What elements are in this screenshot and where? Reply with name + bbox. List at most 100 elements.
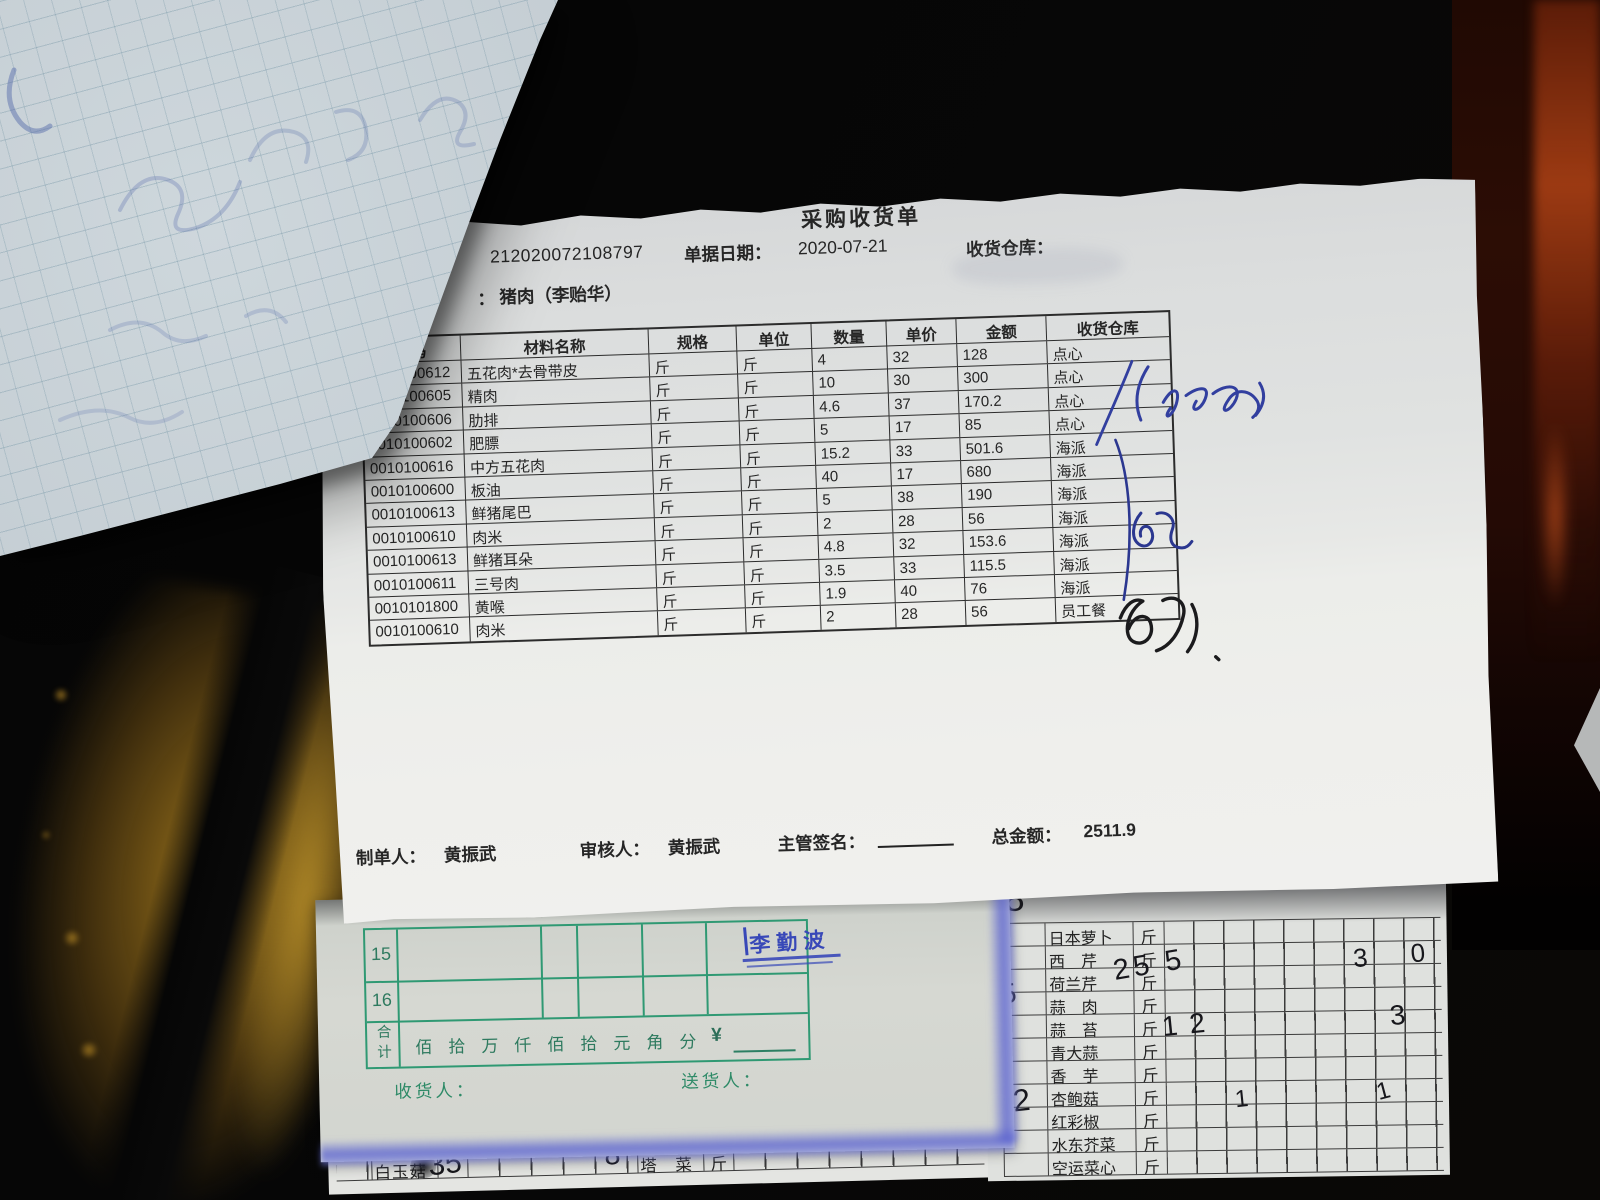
- item-name: 蒜 苔: [1046, 1014, 1136, 1040]
- auditor-label: 审核人：: [579, 838, 651, 861]
- cell-qty: 3.5: [819, 557, 895, 582]
- cell-unit: 斤: [745, 583, 821, 608]
- item-unit: 斤: [1136, 1128, 1168, 1154]
- currency-symbol: ¥: [711, 1024, 723, 1047]
- cell-price: 38: [892, 484, 963, 509]
- grid-cells: [1167, 1124, 1444, 1151]
- cell-price: 32: [893, 531, 964, 556]
- cell-spec: 斤: [653, 468, 742, 493]
- deliverer-label: 送货人：: [681, 1069, 764, 1092]
- item-unit: 斤: [1135, 1082, 1168, 1108]
- amount-unit: 拾: [580, 1034, 598, 1054]
- amount-unit: 佰: [547, 1035, 565, 1055]
- receipt-title: 采购收货单: [800, 205, 922, 233]
- cell-code: 0010100610: [370, 618, 471, 645]
- cell-price: 17: [890, 414, 961, 439]
- item-name: 香 芋: [1047, 1060, 1136, 1086]
- amount-unit: 元: [613, 1033, 631, 1054]
- amount-unit: 拾: [448, 1037, 466, 1057]
- cell-price: 28: [896, 601, 967, 627]
- item-unit: 斤: [1136, 1105, 1168, 1131]
- cell-qty: 40: [816, 463, 892, 488]
- item-name: 日本萝卜: [1045, 922, 1134, 948]
- cell-spec: 斤: [651, 398, 740, 423]
- cell-price: 37: [889, 391, 960, 416]
- grid-cells: [1167, 1101, 1444, 1128]
- grid-cells: [1167, 1147, 1444, 1174]
- handwritten-qty: 12: [1160, 1005, 1219, 1043]
- cell-unit: 斤: [739, 396, 815, 421]
- shelf-red-streak: [1540, 420, 1570, 610]
- maker-label: 制单人：: [355, 846, 427, 869]
- cell-unit: 斤: [737, 349, 813, 374]
- cell-unit: 斤: [741, 466, 817, 491]
- grid-paper-sheet: [0, 0, 558, 556]
- maker-name: 黄振武: [443, 843, 497, 866]
- date-value: 2020-07-21: [797, 235, 888, 259]
- receiver-label: 收货人：: [394, 1079, 477, 1102]
- header-price: 单价: [886, 319, 957, 345]
- item-unit: 斤: [1133, 921, 1165, 947]
- gold-speck: [62, 930, 82, 946]
- gold-speck: [52, 688, 70, 702]
- cell-spec: 斤: [655, 515, 744, 540]
- item-unit: 斤: [1134, 990, 1166, 1016]
- signature-blue-middle: [1133, 511, 1192, 549]
- gold-speck: [78, 1042, 100, 1058]
- cell-qty: 5: [817, 487, 893, 512]
- total-value: 2511.9: [1083, 819, 1137, 842]
- date-label: 单据日期：: [683, 242, 772, 266]
- cell-qty: 5: [815, 417, 891, 442]
- cell-unit: 斤: [738, 372, 814, 397]
- cell-unit: 斤: [746, 606, 822, 632]
- handwritten-qty: 1: [1233, 1085, 1250, 1114]
- cell-unit: 斤: [743, 513, 819, 538]
- amount-blank-line: [733, 1049, 796, 1053]
- signature-black-bottom: [1120, 597, 1219, 663]
- receipt-footer: 制单人： 黄振武 审核人： 黄振武 主管签名： 总金额： 2511.9: [332, 808, 1496, 847]
- table-line: [704, 923, 709, 1015]
- cell-spec: 斤: [656, 538, 745, 563]
- pen-check-slash: [1094, 361, 1135, 444]
- cell-price: 32: [887, 344, 958, 369]
- amount-unit: 角: [646, 1033, 664, 1053]
- qty-cell: [1004, 1153, 1049, 1176]
- auditor-name: 黄振武: [667, 836, 721, 859]
- table-line: [539, 926, 544, 1018]
- row-number: 16: [371, 989, 393, 1011]
- header-spec: 规格: [649, 326, 738, 353]
- handwritten-qty: 3 0: [1351, 935, 1445, 974]
- item-name: 杏鲍菇: [1047, 1083, 1137, 1109]
- item-unit: 斤: [1136, 1151, 1168, 1177]
- total-label: 总金额：: [991, 824, 1062, 848]
- cell-spec: 斤: [654, 492, 743, 517]
- row-number: 15: [370, 943, 392, 965]
- table-line: [640, 924, 645, 1016]
- faint-handwriting-bleedthrough: [6, 67, 476, 425]
- item-name: 青大蒜: [1047, 1037, 1136, 1063]
- amount-unit: 万: [481, 1036, 499, 1056]
- cell-price: 33: [894, 555, 965, 580]
- handwritten-qty: 3: [1388, 998, 1407, 1032]
- purchase-receipt: 采购收货单 212020072108797 单据日期： 2020-07-21 收…: [311, 176, 1499, 924]
- cell-spec: 斤: [652, 422, 741, 447]
- gold-speck: [40, 830, 52, 840]
- cell-qty: 4.6: [814, 393, 890, 418]
- cell-spec: 斤: [649, 351, 738, 376]
- amount-unit: 佰: [415, 1037, 433, 1058]
- total-char: 计: [377, 1044, 392, 1061]
- cell-price: 30: [888, 368, 959, 393]
- blue-carbon-edge: [987, 885, 1019, 1143]
- pen-bracket: [1136, 367, 1150, 420]
- pen-annotations: [1014, 312, 1316, 691]
- total-char: 合: [376, 1024, 392, 1042]
- cell-spec: 斤: [652, 445, 741, 470]
- cell-unit: 斤: [740, 419, 816, 444]
- cell-qty: 4.8: [818, 533, 894, 558]
- cell-qty: 4: [812, 346, 888, 371]
- header-unit: 单位: [736, 324, 812, 350]
- cell-price: 40: [895, 578, 966, 603]
- item-name: 蒜 肉: [1046, 991, 1135, 1017]
- item-unit: 斤: [1135, 1059, 1167, 1085]
- item-name: 红彩椒: [1048, 1106, 1137, 1132]
